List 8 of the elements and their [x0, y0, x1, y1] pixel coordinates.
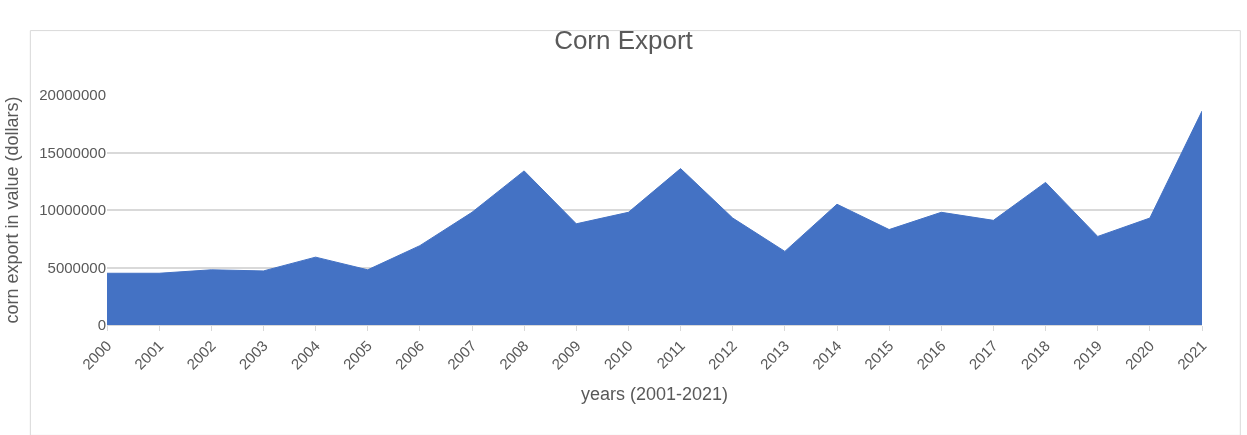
y-tick-label: 5000000 [47, 258, 106, 276]
chart-title: Corn Export [554, 24, 694, 55]
y-tick-label: 20000000 [39, 86, 106, 104]
y-tick-label: 15000000 [39, 143, 106, 161]
y-tick-label: 10000000 [39, 201, 106, 219]
y-axis-title: corn export in value (dollars) [2, 96, 23, 324]
y-tick-label: 0 [97, 316, 106, 334]
x-axis-title: years (2001-2021) [580, 383, 729, 404]
